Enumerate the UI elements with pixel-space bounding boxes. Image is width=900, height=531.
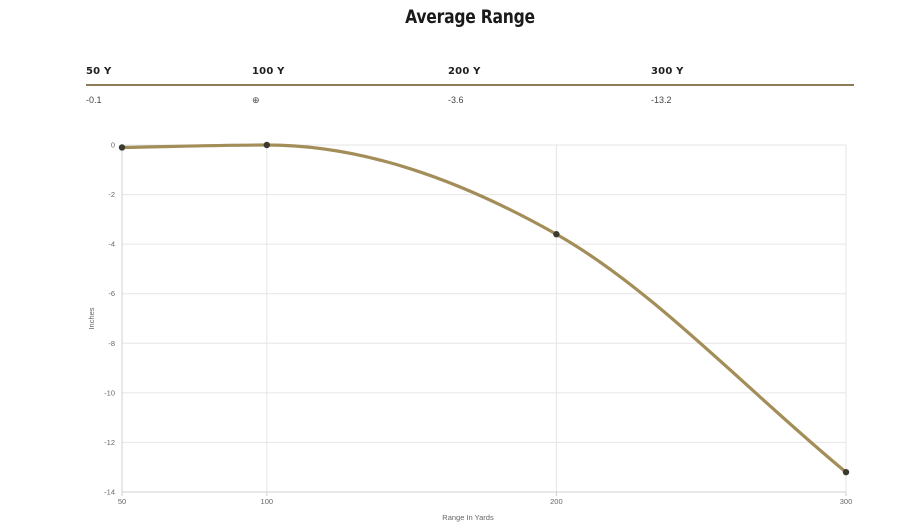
series-line [120,143,848,474]
value-300y: -13.2 [651,95,672,105]
x-tick-label: 300 [840,497,853,506]
x-tick-label: 200 [550,497,563,506]
x-tick-label: 100 [261,497,274,506]
zero-crosshair-icon: ⊕ [252,95,260,105]
x-axis-label: Range In Yards [442,513,494,522]
data-point [118,144,126,151]
axes [121,145,847,496]
x-tick-labels: 50 100 200 300 [118,497,852,506]
y-tick-label: -2 [108,190,115,199]
x-tick-label: 50 [118,497,126,506]
header-300y: 300 Y [651,66,684,77]
y-tick-label: -8 [108,339,115,348]
page-title: Average Range [405,6,535,28]
y-tick-label: -4 [108,240,115,249]
value-50y: -0.1 [86,95,102,105]
range-table-header: 50 Y 100 Y 200 Y 300 Y [86,64,854,86]
y-axis-label: Inches [87,307,96,329]
range-table: 50 Y 100 Y 200 Y 300 Y -0.1 ⊕ -3.6 -13.2 [86,64,854,110]
y-tick-label: -14 [104,488,115,497]
y-tick-label: 0 [111,141,115,150]
header-200y: 200 Y [448,66,481,77]
value-200y: -3.6 [448,95,464,105]
header-50y: 50 Y [86,66,112,77]
y-tick-label: -10 [104,388,115,397]
y-tick-label: -6 [108,289,115,298]
data-point [263,141,270,149]
range-table-row: -0.1 ⊕ -3.6 -13.2 [86,86,854,110]
header-100y: 100 Y [252,66,285,77]
y-tick-label: -12 [104,438,115,447]
y-tick-labels: 0 -2 -4 -6 -8 -10 -12 -14 [104,141,115,497]
data-point [553,231,560,238]
data-points [118,141,850,476]
data-point [842,468,850,476]
